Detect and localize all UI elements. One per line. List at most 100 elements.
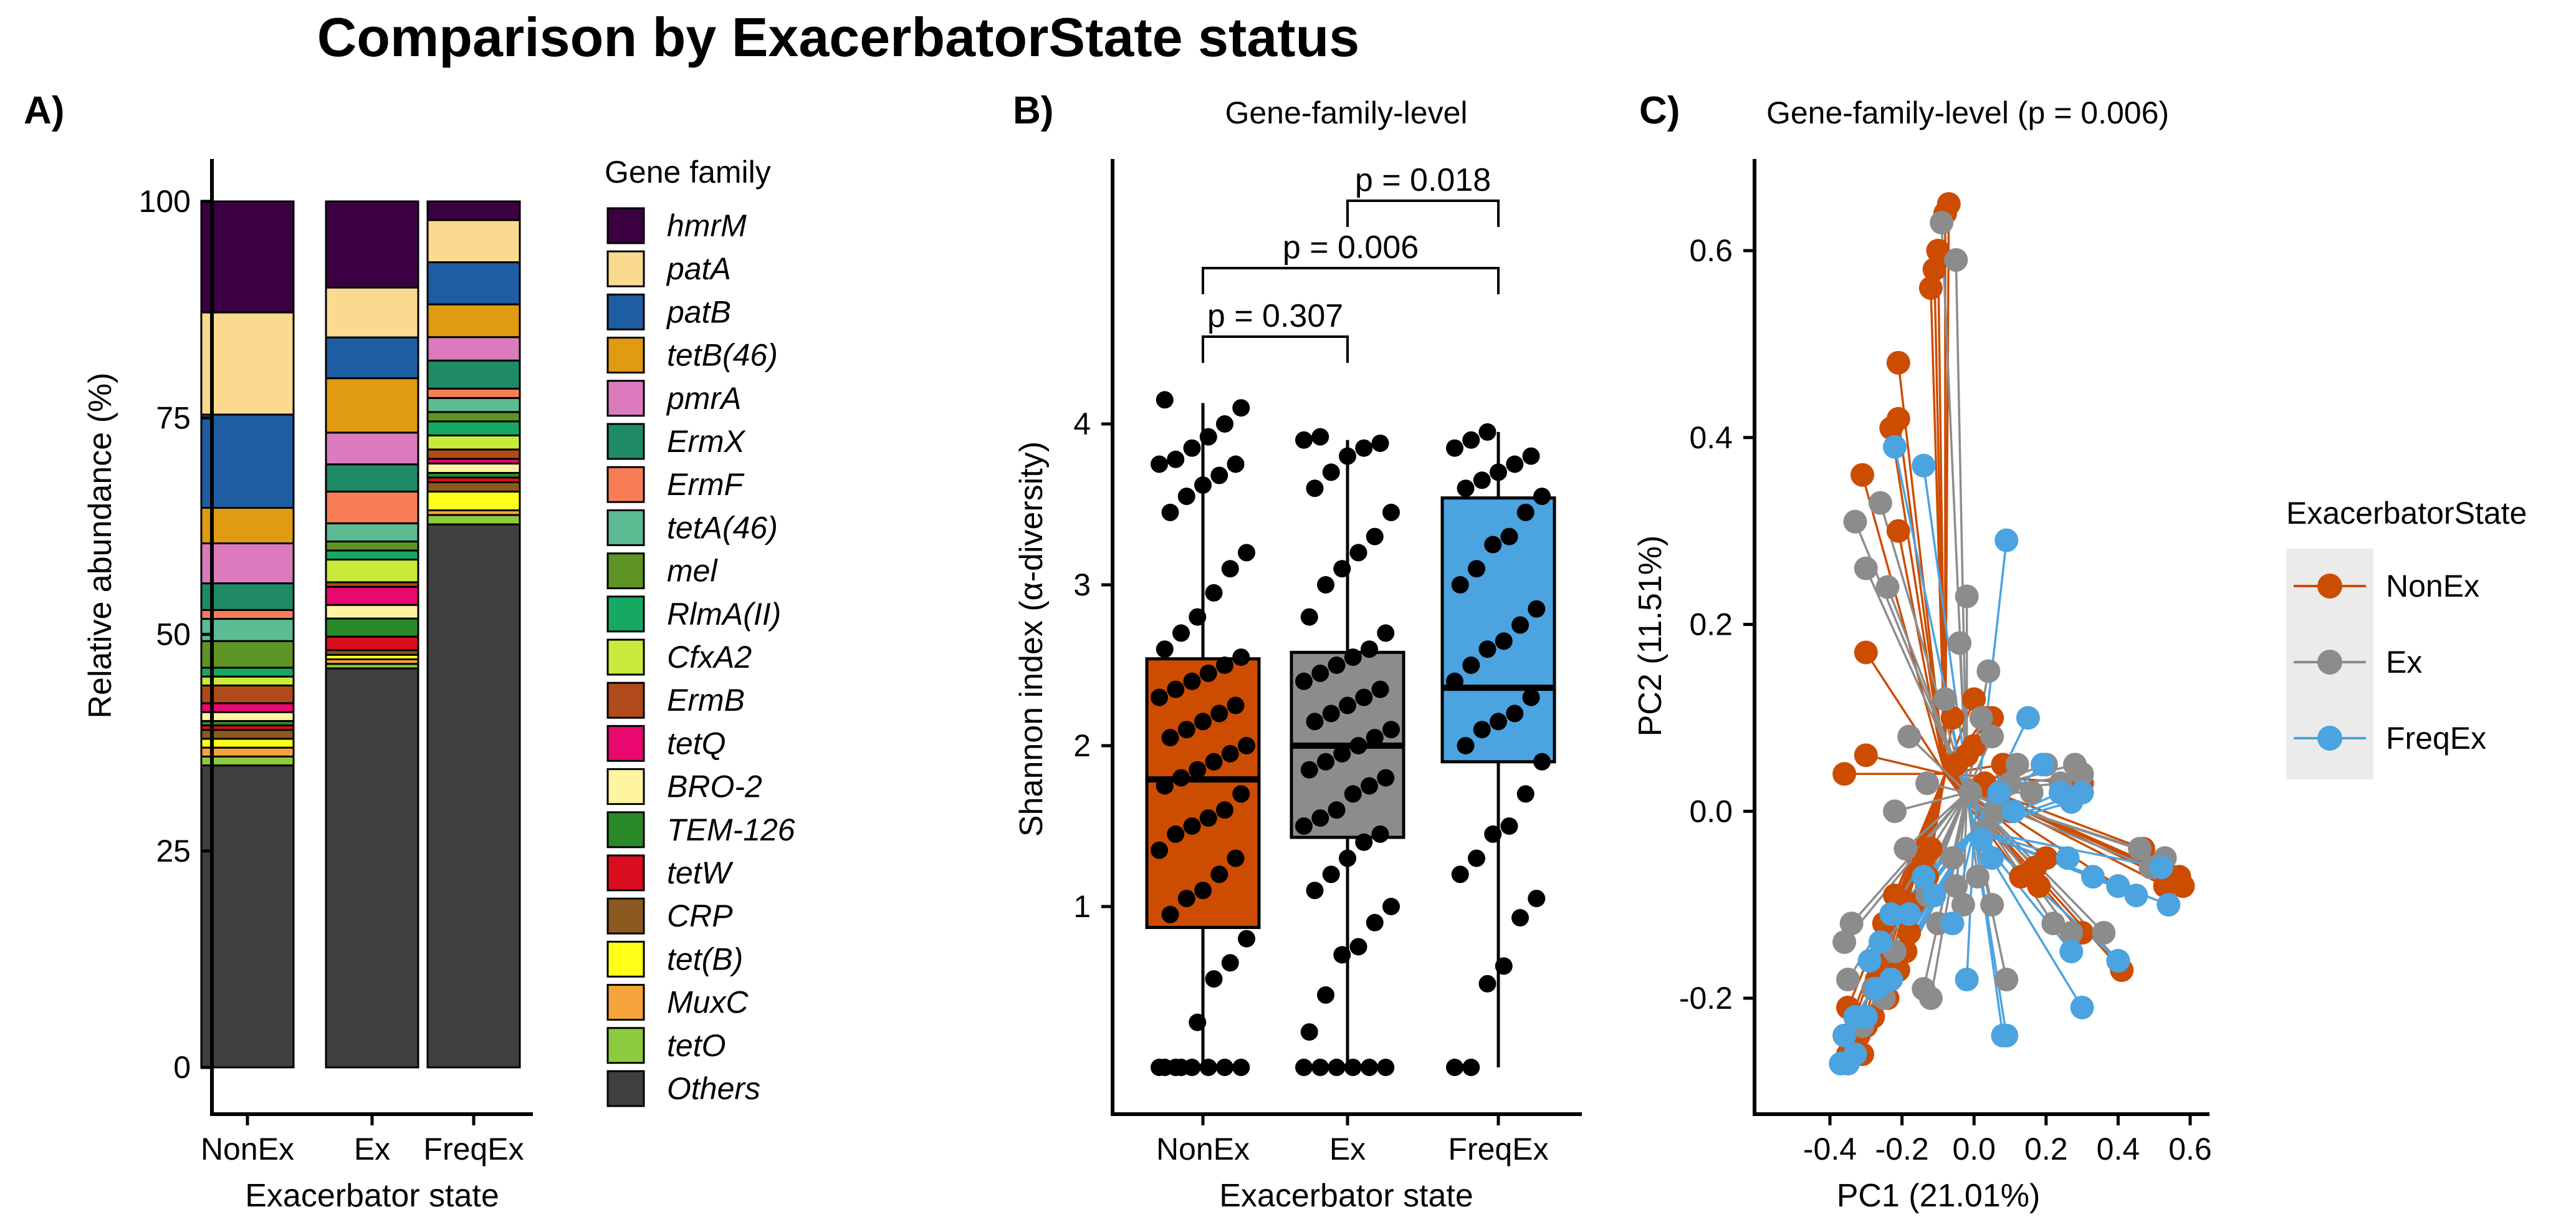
- point-nonex-5: [1232, 1059, 1250, 1076]
- point-freqex-22: [1912, 865, 1936, 889]
- point-freqex-6: [1451, 865, 1469, 883]
- point-nonex-31: [1194, 713, 1212, 731]
- point-nonex-56: [1232, 399, 1250, 417]
- bar-nonex-tet-b: [200, 738, 295, 749]
- point-ex-49: [1355, 439, 1373, 457]
- bar-freqex-tet-b: [426, 491, 521, 512]
- spoke-ex-47: [1894, 791, 1968, 812]
- point-freqex-14: [1490, 713, 1507, 731]
- bar-nonex-patb: [200, 413, 295, 509]
- point-ex-2: [1328, 1059, 1346, 1076]
- point-ex-10: [1366, 913, 1384, 931]
- point-freqex-16: [2070, 995, 2094, 1019]
- legend-swatch-crp: [606, 897, 645, 935]
- point-nonex-13: [1177, 890, 1195, 908]
- point-nonex-48: [1194, 476, 1212, 494]
- point-nonex-38: [1912, 846, 1936, 870]
- legend-swatch-pata: [606, 250, 645, 287]
- point-nonex-43: [1205, 584, 1223, 602]
- legend-dot-nonex: [2317, 574, 2342, 599]
- spoke-ex-40: [1843, 792, 1968, 943]
- bar-freqex-patb: [426, 261, 521, 306]
- bar-nonex-ermx: [200, 582, 295, 611]
- legend-swatch-tetq: [606, 724, 645, 762]
- bar-freqex-cfxa2: [426, 434, 521, 451]
- point-ex-11: [1382, 898, 1400, 915]
- point-freqex-19: [1955, 968, 1979, 992]
- bar-ex-rlma-ii: [325, 549, 419, 561]
- point-ex-36: [1328, 657, 1346, 674]
- point-freqex-16: [1522, 688, 1540, 706]
- ytick-label-3: 3: [1073, 567, 1091, 602]
- legend-label-muxc: MuxC: [667, 985, 749, 1020]
- point-freqex-1: [1912, 453, 1936, 478]
- ytick-label-75: 75: [156, 400, 191, 435]
- point-freqex-38: [2001, 799, 2026, 824]
- point-nonex-11: [1832, 762, 1857, 786]
- point-nonex-17: [1151, 841, 1168, 859]
- panel-c-legend: ExacerbatorState NonEx Ex FreqEx: [2286, 496, 2527, 779]
- point-nonex-35: [1167, 680, 1185, 698]
- point-ex-27: [2092, 921, 2116, 945]
- point-ex-30: [1322, 705, 1340, 723]
- spoke-nonex-10: [1865, 652, 1946, 775]
- point-nonex-38: [1216, 657, 1233, 674]
- point-freqex-3: [1495, 957, 1513, 975]
- point-nonex-10: [1854, 640, 1878, 665]
- bar-ex-pmra: [325, 431, 419, 466]
- point-ex-22: [1377, 769, 1395, 787]
- point-nonex-53: [1183, 439, 1201, 457]
- point-freqex-13: [2157, 893, 2181, 917]
- xtick-label-0-4: -0.4: [1803, 1132, 1857, 1167]
- point-ex-6: [1955, 584, 1979, 609]
- point-ex-29: [1306, 713, 1324, 731]
- point-freqex-25: [1484, 536, 1502, 554]
- point-nonex-10: [1221, 954, 1239, 972]
- bar-nonex-pata: [200, 311, 295, 416]
- point-ex-37: [1344, 648, 1362, 666]
- point-nonex-8: [1189, 1013, 1207, 1031]
- point-ex-30: [1965, 865, 1989, 889]
- panel-b-xlabel: Exacerbator state: [1219, 1178, 1473, 1214]
- point-nonex-33: [1227, 696, 1245, 715]
- point-nonex-3: [1918, 276, 1943, 300]
- point-nonex-28: [1238, 737, 1255, 754]
- point-freqex-12: [2149, 855, 2173, 880]
- point-freqex-30: [1829, 1051, 1853, 1075]
- panel-c-title: Gene-family-level (p = 0.006): [1766, 95, 2169, 130]
- bar-freqex-rlma-ii: [426, 420, 521, 436]
- point-freqex-21: [1511, 616, 1529, 634]
- point-ex-5: [1875, 575, 1900, 599]
- bar-nonex-others: [200, 764, 295, 1069]
- point-freqex-37: [1987, 781, 2011, 805]
- panel-c-yticks: -0.2 0.0 0.2 0.4 0.6: [1679, 233, 1755, 1016]
- point-ex-14: [1339, 849, 1356, 867]
- bar-ex-tetq: [325, 585, 419, 606]
- point-freqex-9: [2080, 865, 2105, 889]
- panel-c-points: [1829, 192, 2195, 1075]
- point-nonex-14: [1962, 687, 1986, 711]
- panel-b-points: [1151, 391, 1551, 1076]
- panel-a-bars: [200, 200, 521, 1069]
- point-freqex-30: [1473, 471, 1491, 489]
- point-freqex-2: [1994, 528, 2019, 552]
- panel-b-significance-brackets: p = 0.307 p = 0.006 p = 0.018: [1202, 162, 1500, 363]
- point-ex-14: [1983, 799, 2008, 824]
- legend-swatch-patb: [606, 293, 645, 330]
- panel-a-xlabel: Exacerbator state: [245, 1178, 499, 1214]
- point-nonex-27: [1221, 744, 1239, 763]
- point-nonex-44: [1221, 560, 1239, 578]
- ytick-label-0-2: 0.2: [1689, 607, 1733, 642]
- panel-b-box-plot: B) Gene-family-level Shannon index (α-di…: [1013, 89, 1582, 1214]
- point-ex-26: [2059, 921, 2084, 945]
- legend-label-tetq: tetQ: [667, 726, 725, 761]
- point-ex-51: [1295, 431, 1313, 449]
- point-freqex-22: [1528, 600, 1546, 618]
- point-nonex-15: [1210, 865, 1228, 883]
- point-ex-12: [1306, 882, 1324, 900]
- legend-label-nonex: NonEx: [2386, 569, 2479, 604]
- point-freqex-27: [1516, 503, 1535, 521]
- point-freqex-23: [1897, 902, 1922, 926]
- xtick-label-nonex: NonEx: [1156, 1132, 1250, 1167]
- panel-c-spokes: [1839, 204, 2184, 1064]
